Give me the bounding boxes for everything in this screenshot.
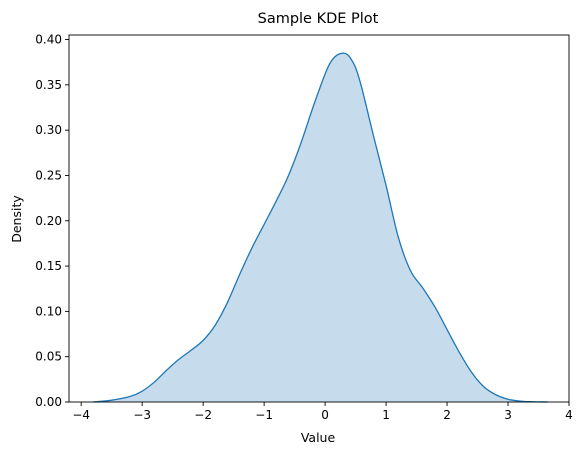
y-tick-label: 0.30 <box>35 123 62 137</box>
y-axis-label: Density <box>9 195 24 243</box>
y-tick-label: 0.25 <box>35 168 62 182</box>
y-tick-label: 0.40 <box>35 33 62 47</box>
x-tick-label: −1 <box>255 408 273 422</box>
x-tick-label: 3 <box>504 408 512 422</box>
y-tick-label: 0.05 <box>35 350 62 364</box>
y-tick-label: 0.20 <box>35 214 62 228</box>
chart-title: Sample KDE Plot <box>258 11 379 27</box>
kde-line <box>93 52 548 403</box>
y-tick-label: 0.15 <box>35 259 62 273</box>
x-tick-label: 0 <box>321 408 329 422</box>
x-tick-label: 4 <box>565 408 573 422</box>
x-tick-label: 2 <box>443 408 451 422</box>
x-tick-label: −4 <box>72 408 90 422</box>
plot-area <box>93 52 548 403</box>
kde-fill-area <box>93 53 548 402</box>
x-tick-label: −3 <box>133 408 151 422</box>
x-tick-label: 1 <box>382 408 390 422</box>
axes-frame <box>68 34 570 403</box>
y-tick-label: 0.00 <box>35 395 62 409</box>
y-axis-ticks: 0.00 0.05 0.10 0.15 0.20 0.25 0.30 0.35 0.40 <box>35 33 69 409</box>
x-axis-ticks: −4 −3 −2 −1 0 1 2 3 4 <box>72 402 573 422</box>
x-tick-label: −2 <box>194 408 212 422</box>
y-tick-label: 0.10 <box>35 304 62 318</box>
y-tick-label: 0.35 <box>35 78 62 92</box>
x-axis-label: Value <box>301 430 336 445</box>
